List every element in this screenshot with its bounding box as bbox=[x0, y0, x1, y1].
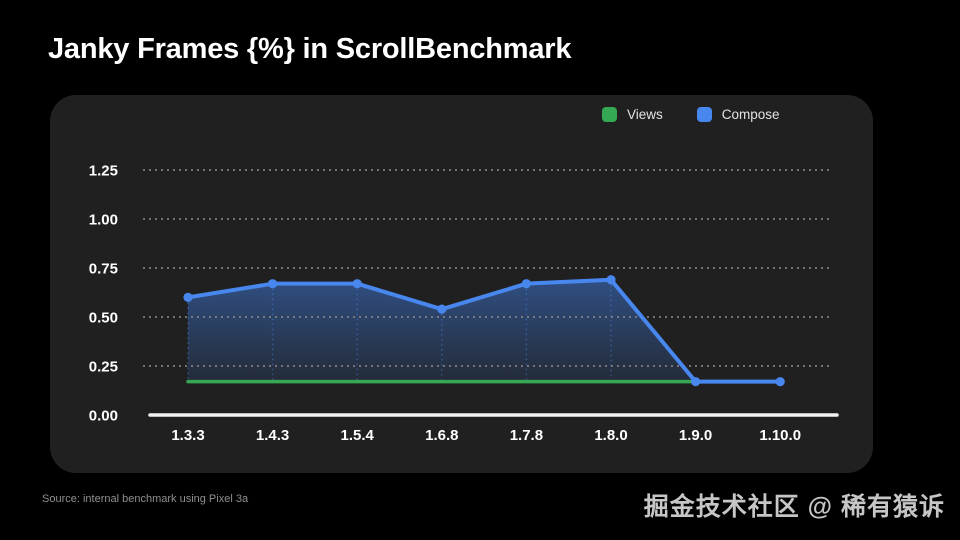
page-title: Janky Frames {%} in ScrollBenchmark bbox=[48, 33, 572, 65]
views-swatch bbox=[602, 107, 617, 122]
y-tick-label: 0.75 bbox=[89, 261, 118, 278]
y-tick-label: 1.00 bbox=[89, 212, 118, 229]
x-tick-label: 1.8.0 bbox=[594, 427, 627, 444]
chart-card: 1.25 1.00 0.75 0.50 0.25 0.00 1.3.3 1.4.3 1.5.4 1… bbox=[50, 95, 873, 473]
chart-legend: Views Compose bbox=[602, 107, 780, 122]
x-tick-label: 1.5.4 bbox=[341, 427, 375, 444]
legend-label-views: Views bbox=[627, 107, 663, 122]
compose-swatch bbox=[696, 107, 712, 122]
compose-point bbox=[775, 377, 785, 387]
compose-line bbox=[186, 277, 783, 384]
y-tick-label: 0.50 bbox=[89, 310, 118, 327]
legend-item-compose: Compose bbox=[696, 107, 780, 122]
x-tick-label: 1.4.3 bbox=[256, 427, 289, 444]
x-tick-label: 1.3.3 bbox=[171, 427, 204, 444]
compose-point bbox=[606, 275, 616, 285]
x-tick-label: 1.9.0 bbox=[679, 427, 712, 444]
compose-point bbox=[183, 292, 193, 302]
y-tick-label: 0.25 bbox=[89, 359, 118, 376]
legend-item-views: Views bbox=[602, 107, 663, 122]
line-chart: 1.25 1.00 0.75 0.50 0.25 0.00 1.3.3 1.4.3 1.5.4 1… bbox=[89, 163, 839, 444]
compose-area-fill bbox=[188, 279, 781, 382]
x-tick-label: 1.6.8 bbox=[425, 427, 458, 444]
x-tick-label: 1.7.8 bbox=[510, 427, 543, 444]
compose-point bbox=[691, 377, 701, 387]
compose-point bbox=[521, 279, 531, 289]
y-tick-label: 1.25 bbox=[89, 163, 118, 180]
legend-label-compose: Compose bbox=[721, 107, 780, 122]
x-tick-label: 1.10.0 bbox=[759, 427, 801, 444]
compose-point bbox=[352, 279, 362, 289]
compose-point bbox=[268, 279, 278, 289]
compose-point bbox=[437, 304, 447, 314]
source-note: Source: internal benchmark using Pixel 3… bbox=[42, 493, 249, 505]
y-tick-label: 0.00 bbox=[89, 408, 118, 425]
watermark: 掘金技术社区 @ 稀有猿诉 bbox=[643, 493, 945, 521]
